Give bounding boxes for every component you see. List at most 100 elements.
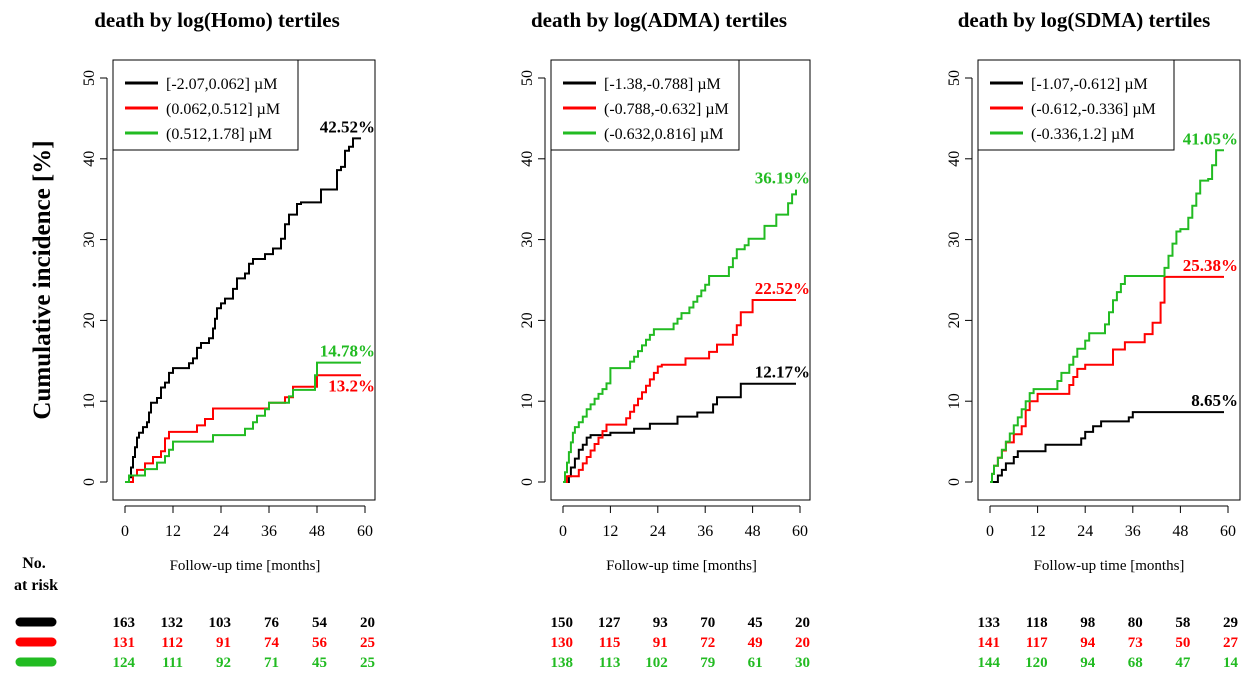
at-risk-value: 56 [312, 635, 328, 651]
y-tick-label: 30 [81, 232, 98, 248]
x-tick-label: 12 [602, 523, 618, 540]
at-risk-value: 20 [795, 635, 810, 651]
end-label-2: 13.2% [328, 376, 375, 395]
y-tick-label: 10 [81, 393, 98, 409]
x-tick-label: 0 [121, 523, 129, 540]
x-tick-label: 48 [309, 523, 325, 540]
at-risk-value: 150 [551, 615, 574, 631]
y-tick-label: 50 [946, 70, 963, 86]
at-risk-value: 111 [162, 655, 183, 671]
end-label-3: 41.05% [1183, 129, 1238, 148]
x-axis-label: Follow-up time [months] [170, 558, 321, 574]
at-risk-value: 14 [1223, 655, 1239, 671]
legend-label-3: (-0.632,0.816] µM [604, 126, 723, 143]
at-risk-value: 131 [113, 635, 136, 651]
at-risk-value: 49 [748, 635, 763, 651]
legend-box [550, 59, 740, 151]
legend-label-1: [-2.07,0.062] µM [166, 76, 277, 93]
y-tick-label: 10 [519, 393, 536, 409]
at-risk-value: 124 [113, 655, 136, 671]
legend-box [112, 59, 299, 151]
at-risk-value: 120 [1025, 655, 1048, 671]
x-axis-label: Follow-up time [months] [1034, 558, 1185, 574]
at-risk-value: 61 [748, 655, 763, 671]
at-risk-value: 133 [978, 615, 1001, 631]
x-tick-label: 0 [559, 523, 567, 540]
at-risk-value: 45 [748, 615, 763, 631]
end-label-2: 22.52% [755, 279, 810, 298]
series-line-1 [125, 137, 361, 483]
series-line-3 [563, 189, 797, 483]
at-risk-value: 115 [599, 635, 621, 651]
x-tick-label: 60 [792, 523, 808, 540]
chart-panel-2: death by log(ADMA) tertiles 0 10 20 30 40 50 0 1… [519, 8, 811, 671]
series-line-1 [990, 411, 1224, 483]
x-tick-label: 24 [650, 523, 666, 540]
y-tick-label: 10 [946, 393, 963, 409]
at-risk-value: 20 [795, 615, 810, 631]
at-risk-value: 20 [360, 615, 375, 631]
at-risk-value: 103 [209, 615, 232, 631]
y-tick-label: 30 [519, 232, 536, 248]
at-risk-value: 127 [598, 615, 621, 631]
at-risk-value: 45 [312, 655, 327, 671]
chart-title: death by log(Homo) tertiles [94, 8, 340, 32]
y-tick-label: 50 [81, 70, 98, 86]
y-tick-label: 20 [519, 312, 536, 328]
at-risk-value: 117 [1026, 635, 1048, 651]
at-risk-value: 29 [1223, 615, 1238, 631]
legend-label-3: (0.512,1.78] µM [166, 126, 272, 143]
at-risk-value: 50 [1175, 635, 1190, 651]
x-tick-label: 12 [165, 523, 181, 540]
at-risk-value: 74 [264, 635, 280, 651]
at-risk-value: 113 [599, 655, 621, 671]
x-tick-label: 0 [986, 523, 994, 540]
legend-box [977, 59, 1175, 151]
at-risk-value: 79 [700, 655, 715, 671]
at-risk-value: 144 [978, 655, 1001, 671]
at-risk-value: 73 [1128, 635, 1143, 651]
at-risk-value: 94 [1080, 655, 1096, 671]
at-risk-value: 92 [216, 655, 231, 671]
at-risk-value: 54 [312, 615, 328, 631]
x-tick-label: 36 [697, 523, 713, 540]
at-risk-value: 94 [1080, 635, 1096, 651]
at-risk-value: 141 [978, 635, 1001, 651]
at-risk-value: 163 [113, 615, 136, 631]
series-line-3 [125, 361, 361, 483]
series-line-2 [563, 299, 796, 483]
at-risk-value: 25 [360, 655, 375, 671]
y-tick-label: 0 [946, 478, 963, 486]
end-label-3: 36.19% [755, 169, 810, 188]
x-tick-label: 48 [1172, 523, 1188, 540]
at-risk-value: 102 [645, 655, 668, 671]
x-tick-label: 48 [745, 523, 761, 540]
risk-header-line2: at risk [14, 577, 58, 594]
legend-label-1: [-1.07,-0.612] µM [1031, 76, 1148, 93]
end-label-1: 42.52% [320, 117, 375, 136]
at-risk-value: 76 [264, 615, 280, 631]
at-risk-value: 91 [216, 635, 231, 651]
legend-label-3: (-0.336,1.2] µM [1031, 126, 1134, 143]
risk-header-line1: No. [22, 555, 46, 572]
at-risk-value: 47 [1175, 655, 1191, 671]
x-tick-label: 36 [261, 523, 277, 540]
at-risk-value: 93 [653, 615, 668, 631]
y-tick-label: 40 [81, 151, 98, 167]
at-risk-value: 58 [1175, 615, 1190, 631]
y-axis-label: Cumulative incidence [%] [29, 140, 56, 419]
x-tick-label: 36 [1125, 523, 1141, 540]
y-tick-label: 50 [519, 70, 536, 86]
at-risk-value: 112 [161, 635, 183, 651]
x-tick-label: 60 [1220, 523, 1236, 540]
y-tick-label: 0 [81, 478, 98, 486]
at-risk-value: 70 [700, 615, 715, 631]
series-line-1 [563, 382, 796, 483]
y-tick-label: 20 [81, 312, 98, 328]
at-risk-value: 132 [161, 615, 184, 631]
legend-label-2: (0.062,0.512] µM [166, 101, 280, 118]
at-risk-value: 138 [551, 655, 574, 671]
legend-label-2: (-0.788,-0.632] µM [604, 101, 729, 118]
x-tick-label: 24 [1077, 523, 1093, 540]
